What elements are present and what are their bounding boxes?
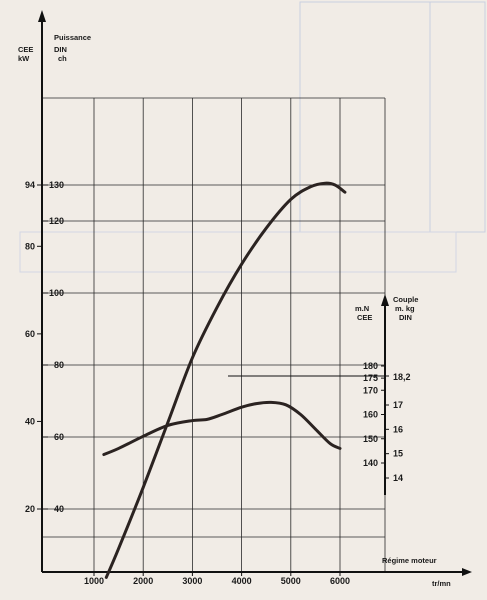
right-header-mkg: m. kg [395,304,415,313]
power-curve [104,181,347,579]
x-tick-label: 3000 [182,576,202,586]
left-header-ch: ch [58,54,67,63]
x-axis-arrow [462,568,472,576]
right-header-din: DIN [399,313,412,322]
torque-curve [102,400,342,457]
x-tick-label: 2000 [133,576,153,586]
mN-tick-label: 180 [363,361,378,371]
kw-tick-label: 40 [25,416,35,426]
ch-tick-label: 80 [54,360,64,370]
ch-tick-label: 40 [54,504,64,514]
x-axis-label: Régime moteur [382,556,437,565]
kw-tick-label: 60 [25,329,35,339]
kw-tick-label: 20 [25,504,35,514]
left-axis-arrow [38,10,46,22]
tick-labels: 1000 2000 3000 4000 5000 6000 40 60 80 100 120 130 2… [25,180,411,586]
left-header-cee: CEE [18,45,33,54]
mN-tick-label: 140 [363,458,378,468]
x-tick-label: 1000 [84,576,104,586]
mkg-tick-label: 16 [393,424,403,434]
ghost-table-frame [299,1,486,233]
ghost-banner [19,231,457,273]
mkg-tick-label: 14 [393,473,403,483]
x-tick-label: 4000 [232,576,252,586]
left-header-puissance: Puissance [54,33,91,42]
mN-tick-label: 170 [363,385,378,395]
mkg-tick-label: 17 [393,400,403,410]
ch-tick-label: 120 [49,216,64,226]
mkg-tick-label: 15 [393,449,403,459]
chart-grid [42,97,386,572]
mN-tick-label: 175 [363,373,378,383]
x-tick-label: 6000 [330,576,350,586]
series-lines [102,181,347,579]
ch-tick-label: 130 [49,180,64,190]
left-header-kw: kW [18,54,30,63]
ch-tick-label: 100 [49,288,64,298]
right-header-mN: m.N [355,304,369,313]
ch-tick-label: 60 [54,432,64,442]
x-tick-label: 5000 [281,576,301,586]
mN-tick-label: 160 [363,410,378,420]
left-header-din: DIN [54,45,67,54]
right-header-couple: Couple [393,295,418,304]
right-header-cee: CEE [357,313,372,322]
x-axis-unit: tr/mn [432,579,451,588]
kw-tick-label: 94 [25,180,35,190]
mN-tick-label: 150 [363,434,378,444]
right-axis-arrow [381,294,389,306]
background-ghost-print [19,1,486,273]
kw-tick-label: 80 [25,241,35,251]
peak-torque-label: 18,2 [393,372,411,382]
